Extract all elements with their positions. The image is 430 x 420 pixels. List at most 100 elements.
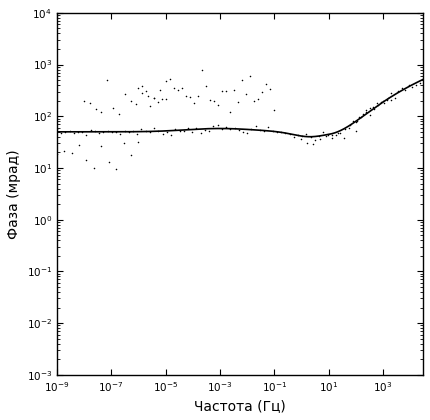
Point <box>180 128 187 135</box>
Point <box>337 129 344 136</box>
Point <box>371 105 378 112</box>
Point <box>125 128 132 135</box>
Point <box>243 91 250 97</box>
Point <box>366 111 373 118</box>
Point <box>58 129 64 136</box>
Point <box>223 88 230 94</box>
Point <box>113 129 120 136</box>
Point <box>61 148 68 155</box>
Point <box>391 94 398 101</box>
Point <box>70 130 77 136</box>
Point <box>76 142 83 148</box>
Point <box>310 140 317 147</box>
Point <box>324 132 331 139</box>
Point <box>163 128 170 135</box>
Point <box>356 114 363 121</box>
Point <box>203 83 210 89</box>
Point <box>211 97 218 104</box>
Point <box>104 76 111 83</box>
Point <box>80 97 87 104</box>
Point <box>215 102 222 109</box>
Point <box>150 95 157 102</box>
Point <box>62 129 69 135</box>
Point <box>379 97 386 104</box>
Point <box>183 92 190 99</box>
Point <box>328 135 335 142</box>
Point <box>110 105 117 112</box>
Point <box>405 82 412 89</box>
Point <box>210 123 217 129</box>
Point <box>384 95 391 102</box>
Point <box>334 130 341 137</box>
Point <box>256 126 263 133</box>
Point <box>269 128 276 134</box>
Point <box>79 129 86 135</box>
Point <box>239 76 246 83</box>
Point <box>66 128 73 134</box>
Point <box>307 134 314 141</box>
Point <box>244 129 251 136</box>
Point <box>172 125 179 132</box>
Point <box>362 108 369 115</box>
Point <box>98 143 105 150</box>
Point <box>247 73 254 80</box>
Point <box>167 75 174 82</box>
Point <box>412 81 419 88</box>
Point <box>333 131 340 138</box>
X-axis label: Частота (Гц): Частота (Гц) <box>194 399 286 413</box>
Point <box>409 84 416 90</box>
Point <box>191 100 198 107</box>
Point <box>352 128 359 135</box>
Point <box>199 67 206 74</box>
Point <box>105 159 112 166</box>
Point <box>195 93 202 100</box>
Point <box>92 127 98 134</box>
Point <box>155 128 162 135</box>
Point <box>168 131 175 138</box>
Point <box>363 107 370 113</box>
Point <box>113 166 120 173</box>
Point <box>74 129 81 135</box>
Point <box>316 136 323 142</box>
Point <box>398 84 405 91</box>
Point <box>304 139 311 146</box>
Point <box>370 104 377 110</box>
Point <box>127 152 134 159</box>
Point <box>267 86 273 93</box>
Point <box>388 97 395 103</box>
Point <box>227 126 234 132</box>
Point <box>311 136 318 143</box>
Point <box>358 114 365 121</box>
Point <box>416 80 423 87</box>
Point <box>374 100 381 107</box>
Point <box>207 96 214 103</box>
Point <box>179 85 186 92</box>
Point <box>155 99 162 106</box>
Point <box>202 127 209 134</box>
Point <box>259 89 266 96</box>
Point <box>345 125 352 131</box>
Point <box>231 87 238 94</box>
Point <box>395 88 402 95</box>
Point <box>350 117 356 124</box>
Point <box>83 156 90 163</box>
Point <box>144 93 151 100</box>
Point <box>53 126 60 132</box>
Point <box>227 108 233 115</box>
Point <box>138 125 145 132</box>
Point <box>359 110 366 117</box>
Point <box>290 134 297 141</box>
Point <box>53 151 60 158</box>
Point <box>377 98 384 105</box>
Point <box>184 124 191 131</box>
Y-axis label: Фаза (мрад): Фаза (мрад) <box>7 149 21 239</box>
Point <box>402 87 409 93</box>
Point <box>121 91 128 98</box>
Point <box>92 105 99 112</box>
Point <box>159 130 166 137</box>
Point <box>96 130 103 136</box>
Point <box>282 130 289 136</box>
Point <box>117 131 124 138</box>
Point <box>134 131 141 138</box>
Point <box>150 124 157 131</box>
